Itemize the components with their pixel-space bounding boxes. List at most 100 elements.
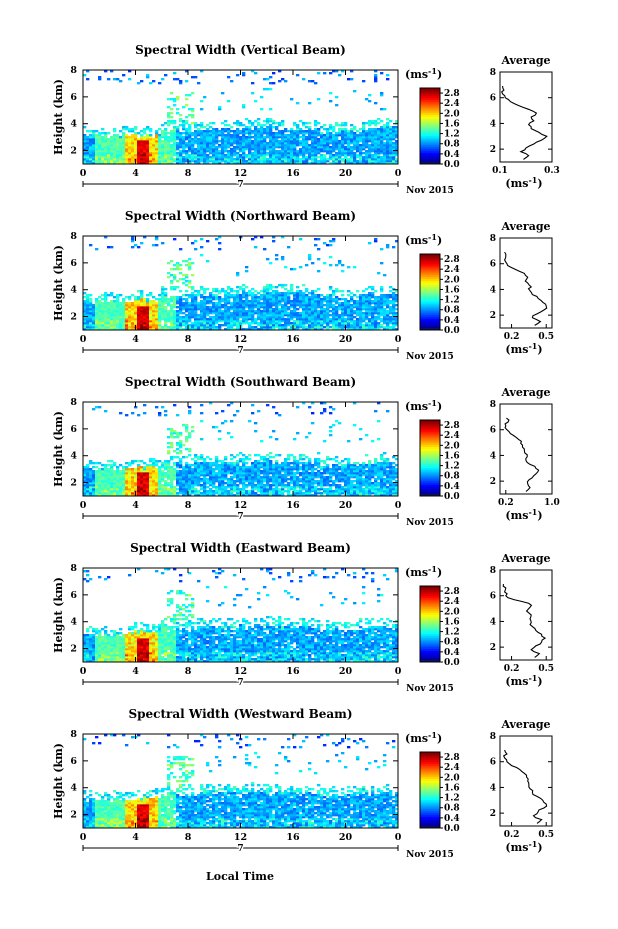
heatmap-cell	[260, 146, 264, 149]
heatmap-cell	[233, 310, 237, 313]
heatmap-cell	[320, 302, 324, 305]
heatmap-cell	[161, 316, 165, 319]
heatmap-cell	[134, 460, 138, 463]
heatmap-cell	[284, 300, 288, 303]
heatmap-cell	[281, 298, 285, 301]
heatmap-cell	[119, 148, 123, 151]
heatmap-cell	[224, 302, 228, 305]
heatmap-cell	[140, 318, 144, 321]
heatmap-cell	[263, 120, 267, 123]
heatmap-cell	[353, 136, 357, 139]
heatmap-cell	[143, 162, 147, 165]
heatmap-cell	[239, 154, 243, 157]
heatmap-cell	[239, 312, 243, 315]
heatmap-cell	[281, 148, 285, 151]
heatmap-cell	[155, 302, 159, 305]
heatmap-cell	[194, 474, 198, 477]
heatmap-cell	[395, 312, 399, 315]
heatmap-cell	[305, 294, 309, 297]
heatmap-cell	[167, 302, 171, 305]
heatmap-cell	[365, 142, 369, 145]
heatmap-cell	[104, 292, 108, 295]
heatmap-cell	[314, 290, 318, 293]
heatmap-cell	[368, 286, 372, 289]
heatmap-cell	[200, 310, 204, 313]
heatmap-cell	[104, 326, 108, 329]
heatmap-cell	[212, 306, 216, 309]
heatmap-cell	[116, 148, 120, 151]
heatmap-cell	[230, 316, 234, 319]
heatmap-cell	[89, 480, 93, 483]
heatmap-cell	[236, 122, 240, 125]
heatmap-cell	[242, 106, 246, 109]
heatmap-cell	[221, 158, 225, 161]
heatmap-cell	[116, 328, 120, 331]
heatmap-cell	[224, 298, 228, 301]
heatmap-cell	[269, 304, 273, 307]
heatmap-cell	[92, 156, 96, 159]
heatmap-cell	[149, 128, 153, 131]
heatmap-cell	[179, 320, 183, 323]
heatmap-cell	[263, 286, 267, 289]
heatmap-cell	[365, 130, 369, 133]
heatmap-cell	[296, 142, 300, 145]
heatmap-cell	[203, 312, 207, 315]
colorbar-band	[420, 129, 440, 133]
heatmap-cell	[236, 74, 240, 77]
heatmap-cell	[380, 296, 384, 299]
heatmap-cell	[332, 134, 336, 137]
heatmap-cell	[134, 134, 138, 137]
heatmap-cell	[146, 304, 150, 307]
heatmap-cell	[332, 294, 336, 297]
y-tick-label: 4	[70, 119, 77, 130]
heatmap-cell	[137, 298, 141, 301]
heatmap-cell	[179, 484, 183, 487]
heatmap-cell	[314, 146, 318, 149]
heatmap-cell	[86, 294, 90, 297]
heatmap-cell	[386, 160, 390, 163]
heatmap-cell	[344, 310, 348, 313]
heatmap-cell	[170, 134, 174, 137]
heatmap-cell	[173, 144, 177, 147]
heatmap-cell	[242, 288, 246, 291]
heatmap-cell	[203, 458, 207, 461]
heatmap-cell	[224, 290, 228, 293]
heatmap-cell	[248, 146, 252, 149]
heatmap-cell	[371, 318, 375, 321]
heatmap-cell	[302, 78, 306, 81]
heatmap-cell	[284, 324, 288, 327]
heatmap-cell	[269, 284, 273, 287]
heatmap-cell	[365, 144, 369, 147]
heatmap-cell	[371, 134, 375, 137]
heatmap-cell	[119, 158, 123, 161]
heatmap-cell	[269, 124, 273, 127]
panel-3: Spectral Width (Southward Beam)2468Heigh…	[52, 375, 560, 528]
heatmap-cell	[230, 312, 234, 315]
colorbar-band	[420, 265, 440, 268]
heatmap-cell	[116, 142, 120, 145]
heatmap-cell	[197, 472, 201, 475]
heatmap-cell	[110, 162, 114, 165]
colorbar-band	[420, 282, 440, 285]
heatmap-cell	[200, 296, 204, 299]
heatmap-cell	[266, 316, 270, 319]
heatmap-cell	[314, 160, 318, 163]
heatmap-cell	[329, 310, 333, 313]
heatmap-cell	[317, 156, 321, 159]
heatmap-cell	[107, 144, 111, 147]
heatmap-cell	[338, 132, 342, 135]
colorbar-band	[420, 254, 440, 257]
heatmap-cell	[137, 328, 141, 331]
heatmap-cell	[302, 326, 306, 329]
heatmap-cell	[275, 160, 279, 163]
heatmap-cell	[227, 322, 231, 325]
heatmap-cell	[386, 74, 390, 77]
heatmap-cell	[158, 494, 162, 497]
heatmap-cell	[212, 478, 216, 481]
heatmap-cell	[176, 478, 180, 481]
heatmap-cell	[326, 148, 330, 151]
heatmap-cell	[128, 328, 132, 331]
heatmap-cell	[215, 464, 219, 467]
heatmap-cell	[314, 162, 318, 165]
heatmap-cell	[215, 304, 219, 307]
